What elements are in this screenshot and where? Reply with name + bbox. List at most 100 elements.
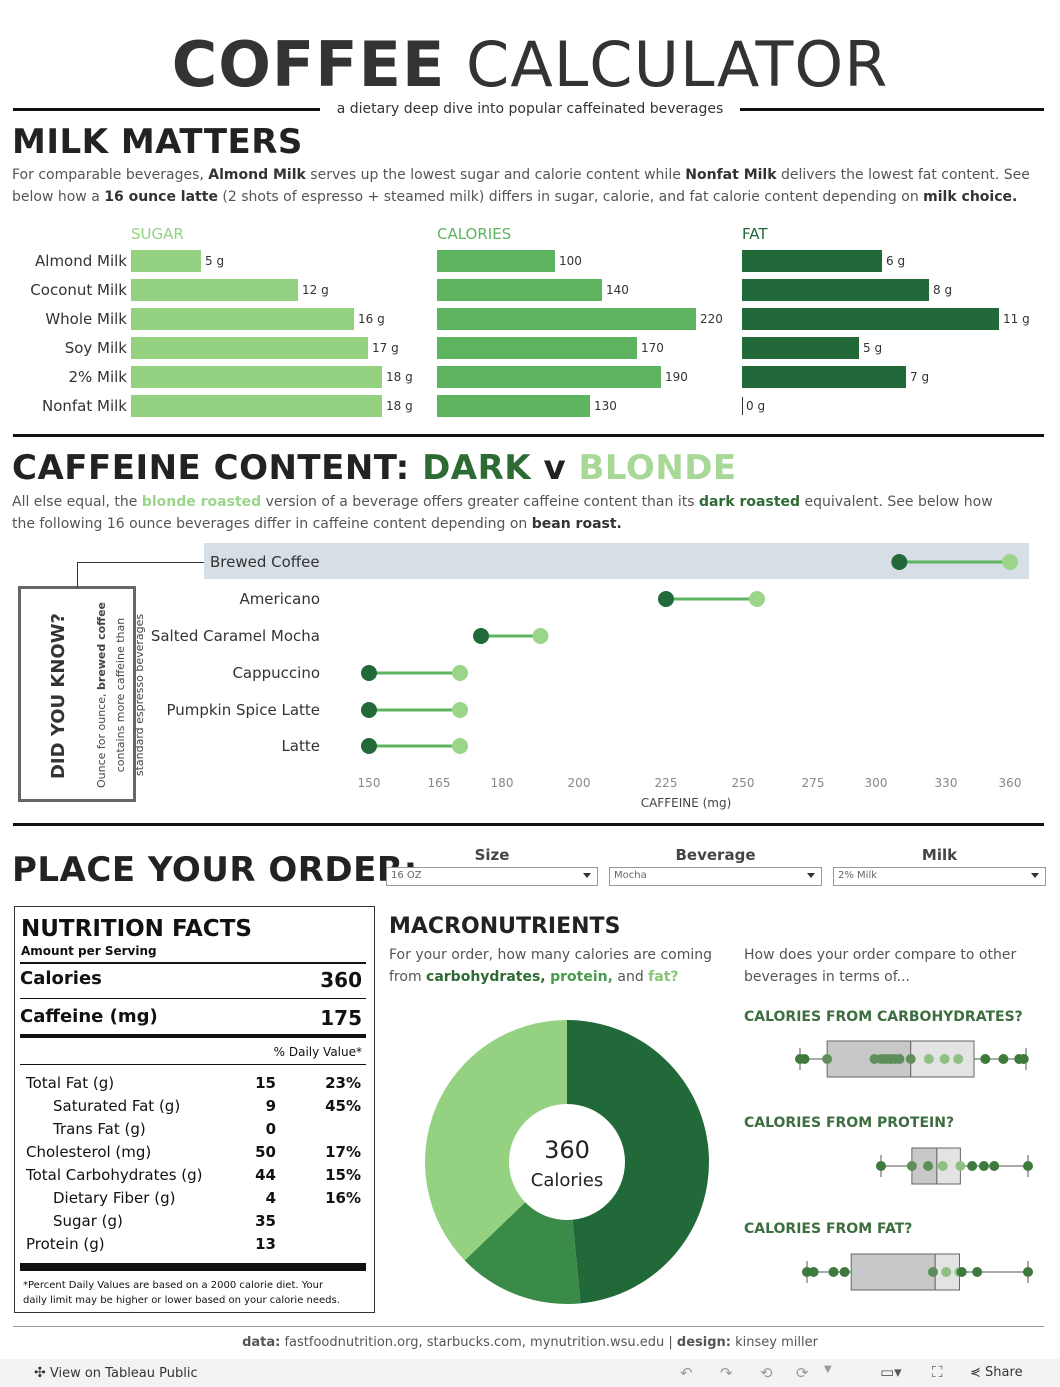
milk-row-label: 2% Milk [68, 368, 127, 386]
nutrition-title: NUTRITION FACTS [21, 916, 252, 942]
revert-icon[interactable]: ⟲ [760, 1364, 773, 1382]
calories-value-label: 100 [559, 254, 582, 268]
nutrient-amount: 15 [255, 1074, 276, 1092]
milk-dropdown[interactable]: 2% Milk [833, 867, 1046, 886]
calories-value-label: 130 [594, 399, 617, 413]
chevron-down-icon [583, 873, 591, 878]
compare-title-protein: CALORIES FROM PROTEIN? [744, 1115, 955, 1131]
calories-column-header: CALORIES [437, 225, 512, 243]
calories-value-label: 170 [641, 341, 664, 355]
calories-label: Calories [20, 968, 102, 989]
x-tick-label: 180 [491, 776, 514, 790]
did-you-know-line2: contains more caffeine than [114, 617, 127, 773]
fat-bar [742, 308, 999, 330]
fat-column-header: FAT [742, 225, 768, 243]
strip-point [955, 1161, 966, 1171]
x-tick-label: 330 [935, 776, 958, 790]
strip-point [894, 1054, 905, 1064]
sugar-bar [131, 337, 368, 359]
beverage-label: Salted Caramel Mocha [151, 627, 320, 645]
x-tick-label: 360 [999, 776, 1022, 790]
dark-dot [891, 554, 908, 570]
fat-value-label: 8 g [933, 283, 953, 297]
macros-donut-chart: 360 Calories [424, 1020, 709, 1304]
beverage-label: Brewed Coffee [210, 553, 320, 571]
milk-row-label: Soy Milk [64, 339, 127, 357]
chevron-down-icon [807, 873, 815, 878]
dark-dot [473, 628, 489, 644]
macros-heading: MACRONUTRIENTS [389, 914, 621, 939]
milk-row-label: Whole Milk [45, 310, 127, 328]
download-icon[interactable]: ▭▾ [880, 1363, 902, 1381]
milk-filter-label: Milk [921, 846, 958, 864]
sugar-value-label: 12 g [302, 283, 329, 297]
fat-value-label: 11 g [1003, 312, 1030, 326]
sugar-value-label: 5 g [205, 254, 225, 268]
blonde-dot [532, 628, 549, 644]
view-on-tableau-link[interactable]: ✣ View on Tableau Public [34, 1365, 198, 1381]
nutrition-facts-panel [14, 906, 375, 1313]
fullscreen-icon[interactable]: ⛶ [932, 1363, 943, 1381]
sugar-column-header: SUGAR [131, 225, 184, 243]
caffeine-value: 175 [320, 1006, 362, 1030]
box-lower [850, 1253, 936, 1291]
blonde-dot [452, 738, 468, 754]
nutrient-label: Total Fat (g) [26, 1074, 115, 1092]
page-title: COFFEE CALCULATOR [0, 30, 1060, 100]
sugar-value-label: 18 g [386, 399, 413, 413]
blonde-dot [452, 665, 468, 681]
sugar-bar [131, 279, 298, 301]
fat-value-label: 0 g [746, 399, 766, 413]
size-filter-label: Size [474, 846, 510, 864]
nutrient-label: Protein (g) [26, 1235, 105, 1253]
strip-point [953, 1054, 964, 1064]
sugar-bar [131, 250, 201, 272]
caffeine-dumbbell-chart: Brewed Coffee Americano Salted Caramel Moc… [151, 543, 1029, 810]
nutrient-label: Dietary Fiber (g) [53, 1189, 176, 1207]
beverage-label: Pumpkin Spice Latte [166, 701, 320, 719]
share-icon: ⋞ [970, 1365, 981, 1380]
x-axis-label: CAFFEINE (mg) [641, 796, 732, 810]
caffeine-heading: CAFFEINE CONTENT: DARK v BLONDE [12, 448, 737, 488]
pause-dropdown-icon[interactable]: ▼ [824, 1364, 832, 1375]
tableau-logo-icon: ✣ [34, 1365, 46, 1381]
milk-heading: MILK MATTERS [12, 122, 303, 162]
strip-point [923, 1054, 934, 1064]
milk-row-label: Nonfat Milk [42, 397, 127, 415]
chevron-down-icon [1031, 873, 1039, 878]
calories-value-label: 220 [700, 312, 723, 326]
fat-value-label: 5 g [863, 341, 883, 355]
strip-point [989, 1161, 1000, 1171]
milk-description: For comparable beverages, Almond Milk se… [12, 167, 1030, 205]
x-tick-label: 150 [358, 776, 381, 790]
sugar-bar [131, 366, 382, 388]
milk-row-label: Coconut Milk [30, 281, 127, 299]
nf-rule [20, 1064, 366, 1065]
blonde-dot [749, 591, 765, 607]
nutrient-daily-value: 15% [325, 1166, 361, 1184]
beverage-label: Cappuccino [232, 664, 320, 682]
undo-icon[interactable]: ↶ [680, 1364, 693, 1382]
nutrient-daily-value: 17% [325, 1143, 361, 1161]
dark-dot [658, 591, 674, 607]
nutrient-daily-value: 23% [325, 1074, 361, 1092]
sugar-value-label: 16 g [358, 312, 385, 326]
size-dropdown[interactable]: 16 OZ [386, 867, 598, 886]
redo-icon[interactable]: ↷ [720, 1364, 733, 1382]
beverage-dropdown[interactable]: Mocha [609, 867, 822, 886]
nutrient-label: Total Carbohydrates (g) [26, 1166, 203, 1184]
beverage-label: Americano [239, 590, 320, 608]
nf-rule [20, 962, 366, 964]
share-button[interactable]: ⋞ Share [970, 1365, 1023, 1380]
footer-rule [13, 1326, 1044, 1327]
blonde-dot [452, 702, 468, 718]
fat-bar [742, 337, 859, 359]
milk-row-label: Almond Milk [35, 252, 127, 270]
refresh-icon[interactable]: ⟳ [796, 1364, 809, 1382]
x-tick-label: 300 [865, 776, 888, 790]
nutrient-label: Cholesterol (mg) [26, 1143, 152, 1161]
nutrient-amount: 35 [255, 1212, 276, 1230]
nutrient-label: Trans Fat (g) [53, 1120, 146, 1138]
daily-value-header: % Daily Value* [273, 1045, 362, 1059]
nf-rule [20, 998, 366, 999]
